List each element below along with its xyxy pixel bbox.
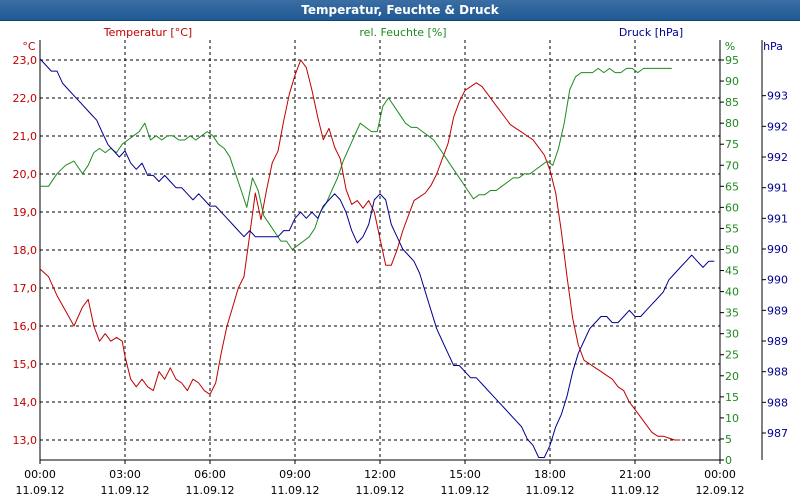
temperature-series-line <box>39 59 681 441</box>
temperature-tick-label: 17,0 <box>13 282 38 295</box>
pressure-tick-label: 990 <box>767 274 788 287</box>
humidity-tick-label: 45 <box>725 265 739 278</box>
pressure-series-line <box>39 58 715 458</box>
x-tick-date: 11.09.12 <box>356 484 405 497</box>
x-tick-date: 11.09.12 <box>186 484 235 497</box>
temperature-tick-label: 19,0 <box>13 206 38 219</box>
pressure-tick-label: 991 <box>767 212 788 225</box>
x-tick-time: 15:00 <box>449 468 481 481</box>
x-tick-time: 09:00 <box>279 468 311 481</box>
humidity-series-line <box>40 67 672 250</box>
pressure-tick-label: 991 <box>767 182 788 195</box>
temperature-tick-label: 16,0 <box>13 320 38 333</box>
x-tick-time: 06:00 <box>194 468 226 481</box>
x-tick-date: 11.09.12 <box>611 484 660 497</box>
humidity-tick-label: 50 <box>725 243 739 256</box>
tick-layer: 00:00 11.09.12 03:00 11.09.12 06:00 11.09.12 0… <box>13 54 789 497</box>
pressure-tick-label: 990 <box>767 243 788 256</box>
temperature-unit-label: °C <box>22 40 36 53</box>
humidity-tick-label: 70 <box>725 159 739 172</box>
humidity-tick-label: 0 <box>725 454 732 467</box>
x-tick-time: 00:00 <box>24 468 56 481</box>
x-tick-time: 00:00 <box>704 468 736 481</box>
x-tick-time: 21:00 <box>619 468 651 481</box>
temperature-tick-label: 18,0 <box>13 244 38 257</box>
x-tick-date: 11.09.12 <box>16 484 65 497</box>
pressure-tick-label: 992 <box>767 120 788 133</box>
pressure-tick-label: 989 <box>767 335 788 348</box>
humidity-tick-label: 55 <box>725 222 739 235</box>
chart-title: Temperatur, Feuchte & Druck <box>0 0 800 21</box>
x-tick-date: 11.09.12 <box>271 484 320 497</box>
humidity-tick-label: 95 <box>725 54 739 67</box>
humidity-tick-label: 20 <box>725 370 739 383</box>
humidity-tick-label: 75 <box>725 138 739 151</box>
temperature-legend: Temperatur [°C] <box>103 26 192 39</box>
pressure-tick-label: 989 <box>767 304 788 317</box>
temperature-tick-label: 14,0 <box>13 396 38 409</box>
humidity-tick-label: 90 <box>725 75 739 88</box>
pressure-unit-label: hPa <box>763 40 783 53</box>
temperature-tick-label: 20,0 <box>13 168 38 181</box>
humidity-tick-label: 5 <box>725 433 732 446</box>
x-tick-time: 03:00 <box>109 468 141 481</box>
humidity-tick-label: 25 <box>725 349 739 362</box>
pressure-legend: Druck [hPa] <box>619 26 683 39</box>
pressure-tick-label: 987 <box>767 427 788 440</box>
series-layer <box>39 58 715 458</box>
x-tick-date: 12.09.12 <box>696 484 745 497</box>
humidity-tick-label: 85 <box>725 96 739 109</box>
pressure-tick-label: 988 <box>767 396 788 409</box>
humidity-tick-label: 80 <box>725 117 739 130</box>
humidity-legend: rel. Feuchte [%] <box>359 26 446 39</box>
humidity-unit-label: % <box>725 40 735 53</box>
temperature-tick-label: 21,0 <box>13 130 38 143</box>
temperature-tick-label: 13,0 <box>13 434 38 447</box>
x-tick-date: 11.09.12 <box>101 484 150 497</box>
pressure-tick-label: 988 <box>767 366 788 379</box>
temperature-tick-label: 22,0 <box>13 92 38 105</box>
pressure-tick-label: 993 <box>767 90 788 103</box>
humidity-tick-label: 30 <box>725 328 739 341</box>
temperature-tick-label: 15,0 <box>13 358 38 371</box>
pressure-tick-label: 992 <box>767 151 788 164</box>
x-tick-time: 12:00 <box>364 468 396 481</box>
humidity-tick-label: 40 <box>725 286 739 299</box>
x-tick-date: 11.09.12 <box>441 484 490 497</box>
humidity-tick-label: 35 <box>725 307 739 320</box>
label-layer: °C Temperatur [°C] rel. Feuchte [%] Druc… <box>22 26 783 53</box>
humidity-tick-label: 10 <box>725 412 739 425</box>
x-tick-time: 18:00 <box>534 468 566 481</box>
x-tick-date: 11.09.12 <box>526 484 575 497</box>
humidity-tick-label: 65 <box>725 180 739 193</box>
temperature-tick-label: 23,0 <box>13 54 38 67</box>
humidity-tick-label: 60 <box>725 201 739 214</box>
grid-layer <box>40 40 720 460</box>
humidity-tick-label: 15 <box>725 391 739 404</box>
